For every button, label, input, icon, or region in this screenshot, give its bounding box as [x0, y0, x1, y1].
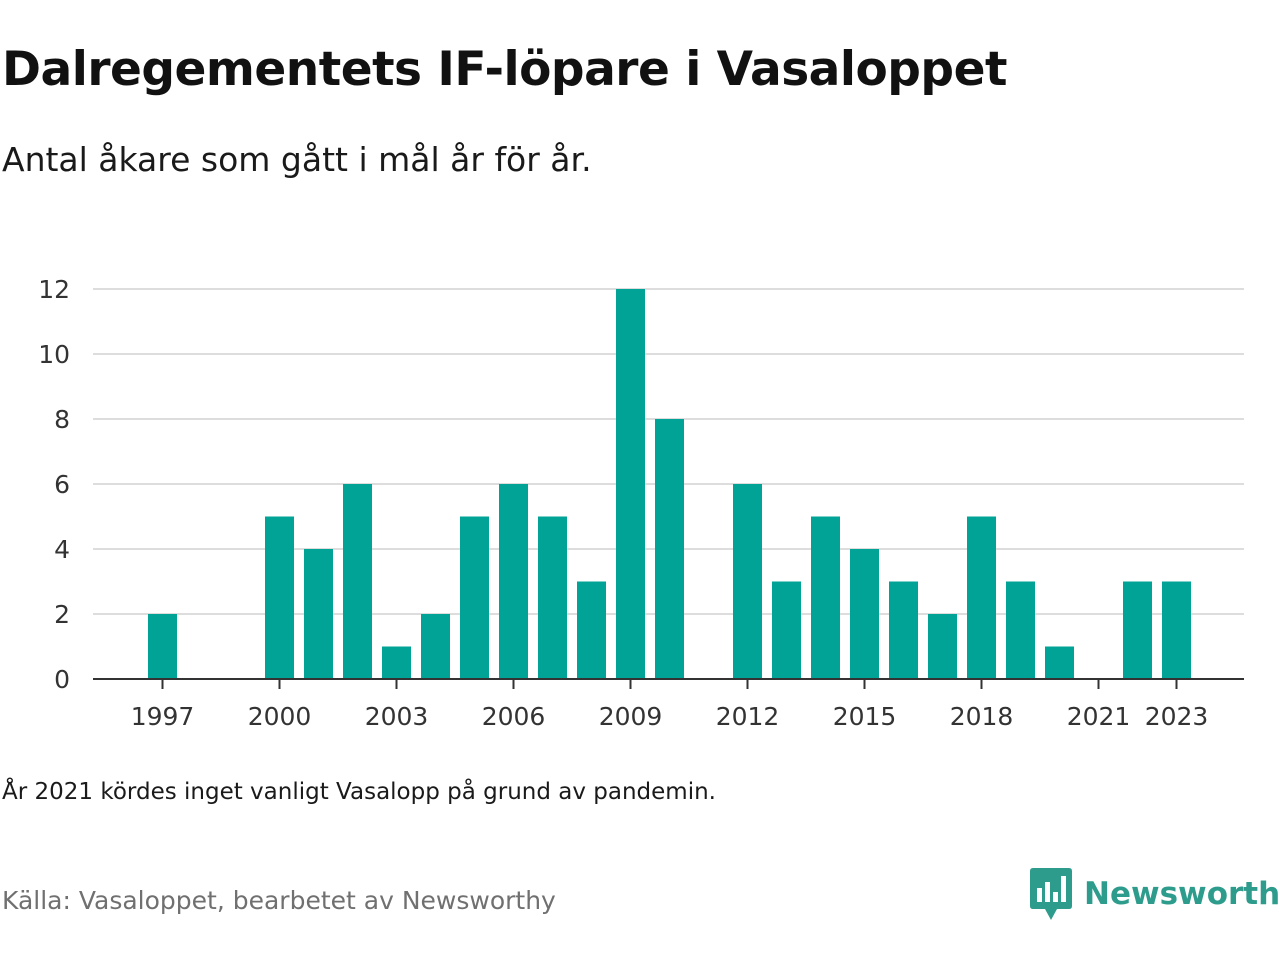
bar — [889, 581, 918, 679]
bar — [1045, 646, 1074, 679]
y-tick-label: 0 — [54, 665, 70, 694]
bar — [811, 516, 840, 679]
bar — [733, 484, 762, 679]
bar — [577, 581, 606, 679]
x-tick-label: 2015 — [833, 702, 897, 731]
y-tick-label: 2 — [54, 600, 70, 629]
footnote: År 2021 kördes inget vanligt Vasalopp på… — [2, 779, 716, 805]
bar — [343, 484, 372, 679]
x-tick-label: 2012 — [716, 702, 780, 731]
x-axis — [93, 678, 1244, 689]
bar — [616, 289, 645, 679]
y-tick-label: 4 — [54, 535, 70, 564]
y-tick-label: 6 — [54, 470, 70, 499]
x-tick-label: 2018 — [950, 702, 1014, 731]
y-tick-label: 12 — [38, 275, 70, 304]
bar — [1162, 581, 1191, 679]
bar — [850, 549, 879, 679]
bar-chart: 0 2 4 6 8 10 12 1997 2000 2003 2006 2009 2012 2015 201… — [38, 275, 1244, 731]
bar — [265, 516, 294, 679]
bars — [148, 289, 1191, 679]
x-tick-label: 2023 — [1145, 702, 1209, 731]
brand-name: Newsworthy — [1084, 876, 1280, 912]
chart-title: Dalregementets IF-löpare i Vasaloppet — [2, 42, 1007, 97]
x-tick-label: 2000 — [248, 702, 312, 731]
x-tick-label: 2009 — [599, 702, 663, 731]
bar — [538, 516, 567, 679]
x-tick-label: 1997 — [131, 702, 195, 731]
y-tick-label: 10 — [38, 340, 70, 369]
chart-subtitle: Antal åkare som gått i mål år för år. — [2, 140, 592, 179]
bar — [928, 614, 957, 679]
bar — [304, 549, 333, 679]
x-tick-label: 2003 — [365, 702, 429, 731]
source-credit: Källa: Vasaloppet, bearbetet av Newswort… — [2, 886, 556, 915]
bar — [148, 614, 177, 679]
bar — [460, 516, 489, 679]
bar — [655, 419, 684, 679]
y-tick-label: 8 — [54, 405, 70, 434]
x-tick-label: 2021 — [1067, 702, 1131, 731]
bar — [1123, 581, 1152, 679]
newsworthy-logo-icon — [1030, 868, 1072, 920]
bar — [772, 581, 801, 679]
newsworthy-brand: Newsworthy — [1030, 868, 1280, 920]
bar — [1006, 581, 1035, 679]
bar — [421, 614, 450, 679]
bar — [967, 516, 996, 679]
x-tick-label: 2006 — [482, 702, 546, 731]
bar — [499, 484, 528, 679]
bar — [382, 646, 411, 679]
tick-labels: 0 2 4 6 8 10 12 1997 2000 2003 2006 2009 2012 2015 201… — [38, 275, 1208, 731]
